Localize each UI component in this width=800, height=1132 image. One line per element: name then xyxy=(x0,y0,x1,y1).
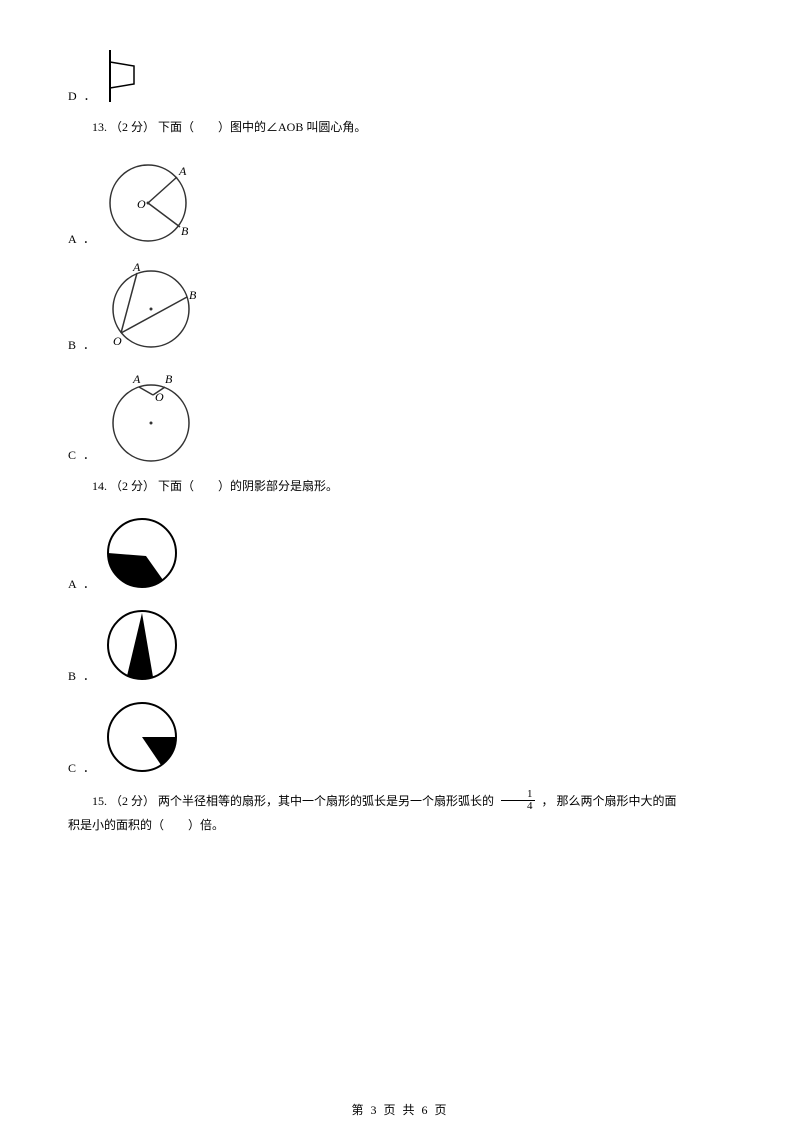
q14-figure-c-icon xyxy=(103,698,181,776)
q13-figure-c-icon: A B O xyxy=(103,367,203,463)
option-label-d: D ． xyxy=(68,87,98,104)
svg-text:A: A xyxy=(132,261,141,274)
shape-d-icon xyxy=(104,48,146,104)
q14-figure-a-icon xyxy=(103,514,181,592)
q14-option-a: A ． xyxy=(68,514,732,592)
q13-text: 13. （2 分） 下面（ ）图中的∠AOB 叫圆心角。 xyxy=(68,118,732,137)
q13-label-c: C ． xyxy=(68,446,97,463)
q14-label-b: B ． xyxy=(68,667,97,684)
q13-option-c: C ． A B O xyxy=(68,367,732,463)
svg-text:A: A xyxy=(178,164,187,178)
svg-text:B: B xyxy=(181,224,189,238)
q15-text: 15. （2 分） 两个半径相等的扇形，其中一个扇形的弧长是另一个扇形弧长的 1… xyxy=(68,790,732,837)
page-footer: 第 3 页 共 6 页 xyxy=(0,1101,800,1118)
q14-label-c: C ． xyxy=(68,759,97,776)
svg-text:B: B xyxy=(189,288,197,302)
q13-label-a: A ． xyxy=(68,230,97,247)
prev-option-d: D ． xyxy=(68,48,732,104)
svg-text:A: A xyxy=(132,372,141,386)
q15-frac-den: 4 xyxy=(501,801,535,812)
q14-option-b: B ． xyxy=(68,606,732,684)
q13-option-b: B ． A B O xyxy=(68,261,732,353)
q13-figure-b-icon: A B O xyxy=(103,261,203,353)
q13-label-b: B ． xyxy=(68,336,97,353)
svg-text:O: O xyxy=(155,390,164,404)
svg-text:O: O xyxy=(113,334,122,348)
svg-text:O: O xyxy=(137,197,146,211)
q14-option-c: C ． xyxy=(68,698,732,776)
q14-text: 14. （2 分） 下面（ ）的阴影部分是扇形。 xyxy=(68,477,732,496)
q14-figure-b-icon xyxy=(103,606,181,684)
q15-text-after: ， 那么两个扇形中大的面 xyxy=(542,794,677,808)
svg-text:B: B xyxy=(165,372,173,386)
q14-label-a: A ． xyxy=(68,575,97,592)
q13-figure-a-icon: O A B xyxy=(103,155,203,247)
q15-text-line2: 积是小的面积的（ ）倍。 xyxy=(68,814,732,837)
q15-fraction: 1 4 xyxy=(501,789,535,812)
q15-text-before: 15. （2 分） 两个半径相等的扇形，其中一个扇形的弧长是另一个扇形弧长的 xyxy=(92,794,497,808)
q13-option-a: A ． O A B xyxy=(68,155,732,247)
